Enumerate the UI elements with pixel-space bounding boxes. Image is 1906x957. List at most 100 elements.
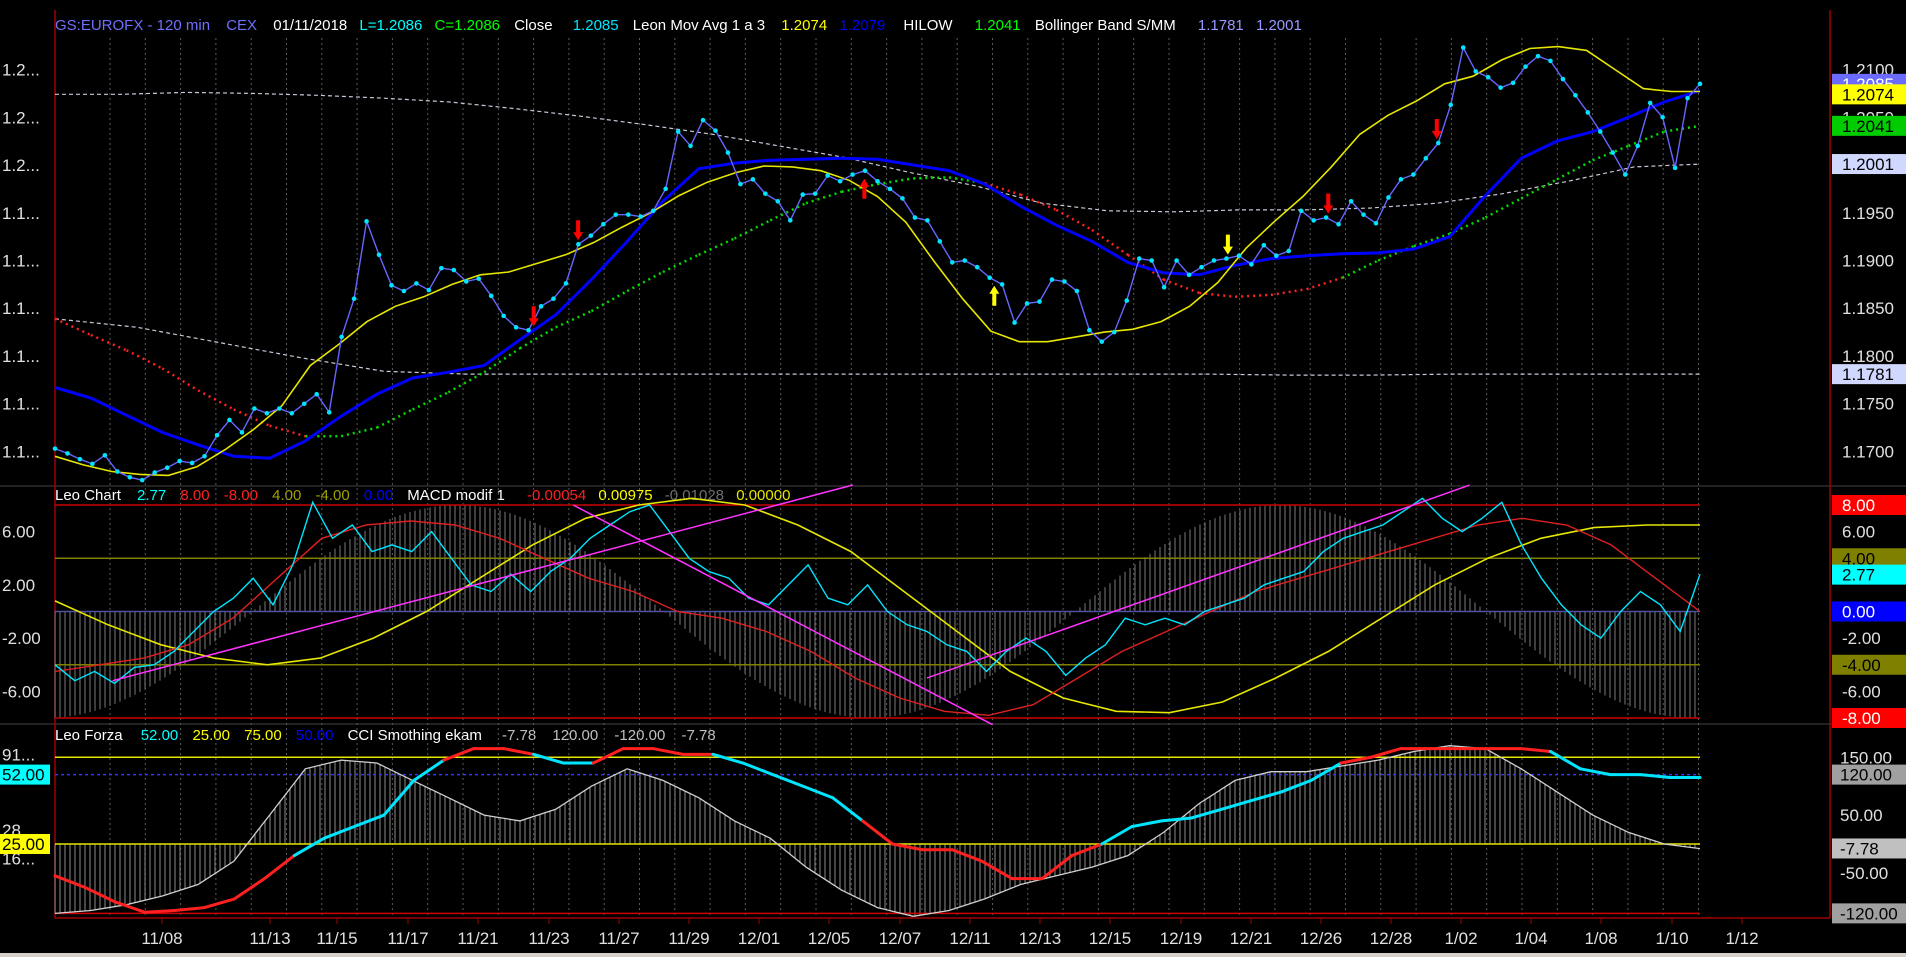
cci-segment bbox=[1219, 799, 1253, 811]
price-dot bbox=[476, 276, 482, 281]
cci-segment bbox=[143, 908, 177, 914]
price-left-tick: 1.1... bbox=[2, 204, 40, 223]
cci-segment bbox=[203, 897, 236, 910]
cci-segment bbox=[1279, 778, 1313, 794]
price-dot bbox=[1647, 100, 1653, 106]
oscillator-value-tag-text: -4.00 bbox=[1842, 656, 1881, 675]
cci-segment bbox=[1339, 755, 1373, 765]
price-dot bbox=[601, 221, 606, 227]
x-axis-label: 1/04 bbox=[1514, 929, 1547, 948]
oscillator-cyan-line bbox=[54, 497, 1701, 685]
forza-right-tick: -50.00 bbox=[1840, 864, 1888, 883]
x-axis-label: 11/21 bbox=[457, 929, 498, 948]
cci-segment bbox=[232, 877, 266, 901]
x-axis-label: 1/10 bbox=[1655, 929, 1688, 948]
price-dot bbox=[501, 313, 506, 319]
cci-segment bbox=[831, 796, 865, 823]
price-dot bbox=[850, 172, 855, 177]
x-axis-label: 1/08 bbox=[1584, 929, 1617, 948]
price-dot bbox=[439, 265, 444, 271]
price-dot bbox=[1136, 256, 1142, 261]
price-dot bbox=[1323, 215, 1329, 220]
price-dot bbox=[202, 453, 207, 459]
cci-segment bbox=[1100, 825, 1134, 846]
ma-value-1: 1.2074 bbox=[781, 17, 827, 34]
price-dot bbox=[1174, 258, 1179, 263]
hilow-segment bbox=[841, 182, 878, 193]
forza-left-tag bbox=[0, 833, 50, 854]
price-left-tick: 1.1... bbox=[2, 347, 40, 366]
bb-series-label: Bollinger Band S/MM bbox=[1035, 17, 1176, 34]
price-dot bbox=[862, 168, 868, 174]
price-dot bbox=[139, 477, 145, 483]
price-value-tag-text: 1.2041 bbox=[1842, 117, 1894, 136]
signal-arrow-up bbox=[989, 285, 1000, 306]
price-dot bbox=[426, 287, 432, 293]
cci-segment bbox=[771, 773, 805, 788]
price-dot bbox=[1037, 299, 1042, 304]
price-dot bbox=[401, 288, 407, 294]
cci-segment bbox=[442, 747, 476, 762]
price-dot bbox=[326, 410, 332, 415]
hilow-segment bbox=[1377, 245, 1415, 262]
cci-segment bbox=[1369, 747, 1403, 759]
price-value-tag bbox=[1832, 364, 1906, 385]
price-dot bbox=[1386, 195, 1391, 200]
price-dot bbox=[1311, 218, 1316, 223]
price-dot bbox=[937, 239, 943, 244]
oscillator-right-tick: -2.00 bbox=[1842, 629, 1881, 648]
oscillator-value-tag-text: 8.00 bbox=[1842, 496, 1875, 515]
oscillator-right-tick: 6.00 bbox=[1842, 523, 1875, 542]
forza-left-tag-text: 52.00 bbox=[2, 766, 45, 785]
cci-segment bbox=[1190, 807, 1223, 820]
cci-segment bbox=[950, 848, 984, 863]
cci-segment bbox=[651, 747, 685, 756]
price-left-tick: 1.2... bbox=[2, 61, 40, 80]
price-dot bbox=[1560, 76, 1566, 82]
symbol-label: GS:EUROFX - 120 min bbox=[55, 17, 210, 34]
price-dot bbox=[1099, 339, 1105, 344]
hilow-segment bbox=[483, 347, 521, 374]
hilow-segment bbox=[769, 202, 807, 222]
price-dot bbox=[1024, 301, 1030, 306]
price-dot bbox=[825, 173, 830, 178]
cci-segment bbox=[1130, 819, 1164, 829]
forza-value-tag-text: -7.78 bbox=[1840, 839, 1879, 858]
price-dot bbox=[787, 218, 793, 223]
cci-segment bbox=[1160, 816, 1194, 823]
forza-left-tick: 16... bbox=[2, 849, 35, 868]
macd-label: MACD modif 1 bbox=[407, 487, 505, 504]
low-label: L=1.2086 bbox=[359, 17, 422, 34]
forza-legend: Leo Forza 52.00 25.00 75.00 50.00 CCI Sm… bbox=[55, 727, 716, 744]
hilow-series-label: HILOW bbox=[903, 17, 953, 34]
price-dot bbox=[414, 281, 419, 286]
price-legend: GS:EUROFX - 120 min CEX 01/11/2018 L=1.2… bbox=[55, 17, 1302, 34]
cci-segment bbox=[591, 747, 625, 765]
price-dot bbox=[277, 406, 282, 411]
price-dot bbox=[227, 417, 232, 423]
price-axis-tick: 1.1800 bbox=[1842, 347, 1894, 366]
hilow-segment bbox=[1413, 232, 1451, 248]
x-axis-label: 11/23 bbox=[528, 929, 569, 948]
hilow-segment bbox=[197, 389, 235, 411]
price-dot bbox=[264, 410, 270, 416]
hilow-segment bbox=[519, 326, 557, 350]
price-dot bbox=[1423, 156, 1429, 161]
oscillator-trendline bbox=[926, 484, 1470, 679]
hilow-segment bbox=[340, 426, 378, 438]
x-axis-label: 12/15 bbox=[1089, 929, 1132, 948]
cci-segment bbox=[113, 900, 147, 914]
hilow-segment bbox=[1020, 193, 1057, 212]
price-dot bbox=[1111, 329, 1117, 335]
hilow-segment bbox=[1055, 208, 1093, 232]
price-dot bbox=[1224, 256, 1229, 261]
hilow-segment bbox=[590, 289, 628, 313]
price-dot bbox=[900, 196, 905, 201]
hilow-segment bbox=[1484, 197, 1522, 219]
price-dot bbox=[1672, 165, 1678, 171]
price-dot bbox=[688, 143, 693, 149]
hilow-segment bbox=[376, 408, 414, 429]
price-left-tick: 1.1... bbox=[2, 252, 40, 271]
